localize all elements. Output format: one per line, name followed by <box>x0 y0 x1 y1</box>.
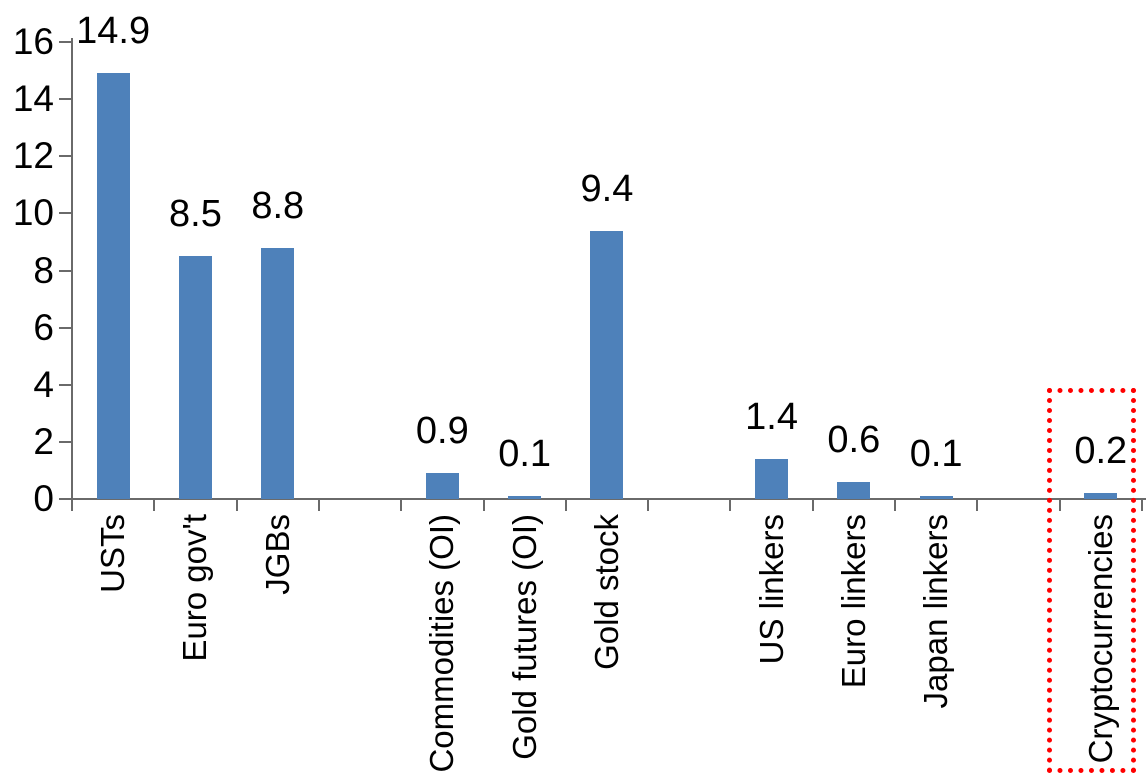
value-label: 0.6 <box>827 418 881 461</box>
x-axis-tick <box>400 500 403 511</box>
y-axis-tick <box>59 41 72 44</box>
y-axis-label: 6 <box>33 306 54 348</box>
y-axis-tick <box>59 440 72 443</box>
category-label-text: Euro linkers <box>834 514 872 689</box>
value-label: 0.2 <box>1074 430 1128 473</box>
bar <box>96 73 130 499</box>
x-axis-line <box>72 498 1146 500</box>
x-axis-tick <box>235 500 238 511</box>
y-axis-label: 10 <box>12 192 54 234</box>
x-axis-tick <box>482 500 485 511</box>
bar <box>755 459 789 499</box>
category-label-text: Gold futures (OI) <box>505 514 543 760</box>
x-axis-tick <box>1140 500 1143 511</box>
value-label: 0.9 <box>415 410 469 453</box>
category-label-text: Euro gov't <box>176 514 214 662</box>
y-axis-tick <box>59 155 72 158</box>
value-label: 8.8 <box>251 184 305 227</box>
y-axis-tick <box>59 326 72 329</box>
bar <box>425 473 459 499</box>
x-axis-tick <box>153 500 156 511</box>
y-axis-tick <box>59 498 72 500</box>
y-axis-line <box>71 38 73 500</box>
bar <box>261 247 295 499</box>
category-label-text: Commodities (OI) <box>423 514 461 773</box>
y-axis-label: 2 <box>33 420 54 462</box>
x-axis-tick <box>317 500 320 511</box>
y-axis-label: 14 <box>12 78 54 120</box>
category-label-text: JGBs <box>258 514 296 595</box>
category-label-text: Japan linkers <box>917 514 955 709</box>
category-label-text: USTs <box>94 514 132 593</box>
bar <box>590 230 624 499</box>
y-axis-tick <box>59 98 72 101</box>
value-label: 9.4 <box>580 167 634 210</box>
y-axis-tick <box>59 383 72 386</box>
y-axis-tick <box>59 269 72 272</box>
x-axis-tick <box>564 500 567 511</box>
bar <box>178 256 212 499</box>
x-axis-tick <box>729 500 732 511</box>
x-axis-tick <box>71 500 73 511</box>
value-label: 14.9 <box>76 10 151 53</box>
bar <box>837 481 871 499</box>
y-axis-label: 12 <box>12 135 54 177</box>
highlight-box <box>1046 388 1136 773</box>
bar <box>508 496 542 499</box>
value-label: 1.4 <box>745 396 798 439</box>
bar <box>919 496 953 499</box>
bar <box>1084 493 1118 499</box>
category-label-text: Gold stock <box>587 514 625 670</box>
y-axis-label: 8 <box>33 249 54 291</box>
x-axis-tick <box>811 500 814 511</box>
y-axis-tick <box>59 212 72 215</box>
y-axis-label: 4 <box>33 363 54 405</box>
x-axis-tick <box>976 500 979 511</box>
x-axis-tick <box>894 500 896 511</box>
category-label-text: US linkers <box>752 514 790 665</box>
value-label: 0.1 <box>909 433 963 476</box>
x-axis-tick <box>647 500 650 511</box>
x-axis-tick <box>1058 500 1061 511</box>
y-axis-label: 0 <box>33 478 54 519</box>
value-label: 0.1 <box>498 433 552 476</box>
y-axis-label: 16 <box>12 21 54 63</box>
value-label: 8.5 <box>169 193 222 236</box>
